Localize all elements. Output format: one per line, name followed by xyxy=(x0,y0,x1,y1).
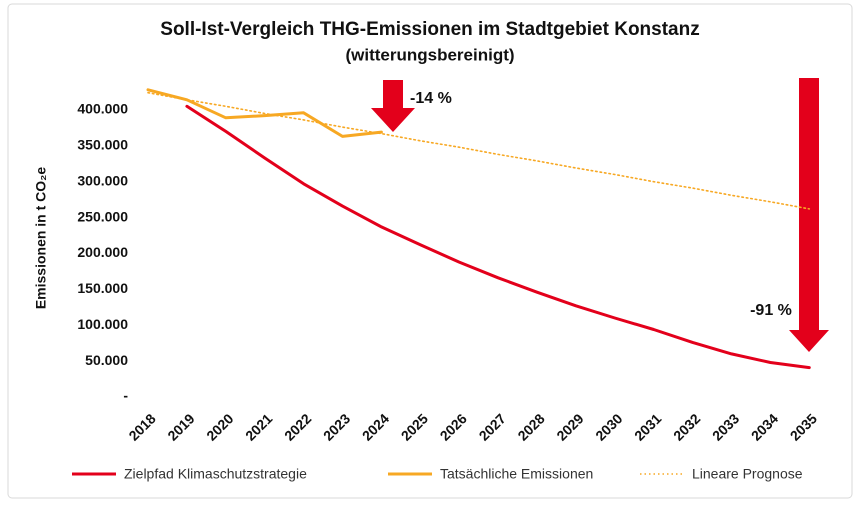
series-line xyxy=(147,91,811,210)
y-tick-label: 200.000 xyxy=(77,244,128,260)
arrow xyxy=(789,78,829,352)
y-tick-label: 250.000 xyxy=(77,208,128,224)
y-axis-title: Emissionen in t CO₂e xyxy=(33,167,49,310)
series-line xyxy=(146,88,383,138)
y-tick-label: 50.000 xyxy=(85,352,128,368)
y-tick-label: 400.000 xyxy=(77,101,128,117)
legend-label: Tatsächliche Emissionen xyxy=(440,466,593,482)
chart-subtitle: (witterungsbereinigt) xyxy=(345,45,514,64)
y-tick-label: 300.000 xyxy=(77,172,128,188)
series-line xyxy=(185,104,811,370)
chart-title: Soll-Ist-Vergleich THG-Emissionen im Sta… xyxy=(160,19,699,40)
y-tick-label: - xyxy=(123,388,128,404)
arrow xyxy=(371,80,415,132)
y-tick-label: 100.000 xyxy=(77,316,128,332)
legend-label: Lineare Prognose xyxy=(692,466,803,482)
y-tick-label: 150.000 xyxy=(77,280,128,296)
y-tick-label: 350.000 xyxy=(77,136,128,152)
annotation: -14 % xyxy=(410,90,452,107)
legend-label: Zielpfad Klimaschutzstrategie xyxy=(124,466,307,482)
annotation: -91 % xyxy=(750,302,792,319)
